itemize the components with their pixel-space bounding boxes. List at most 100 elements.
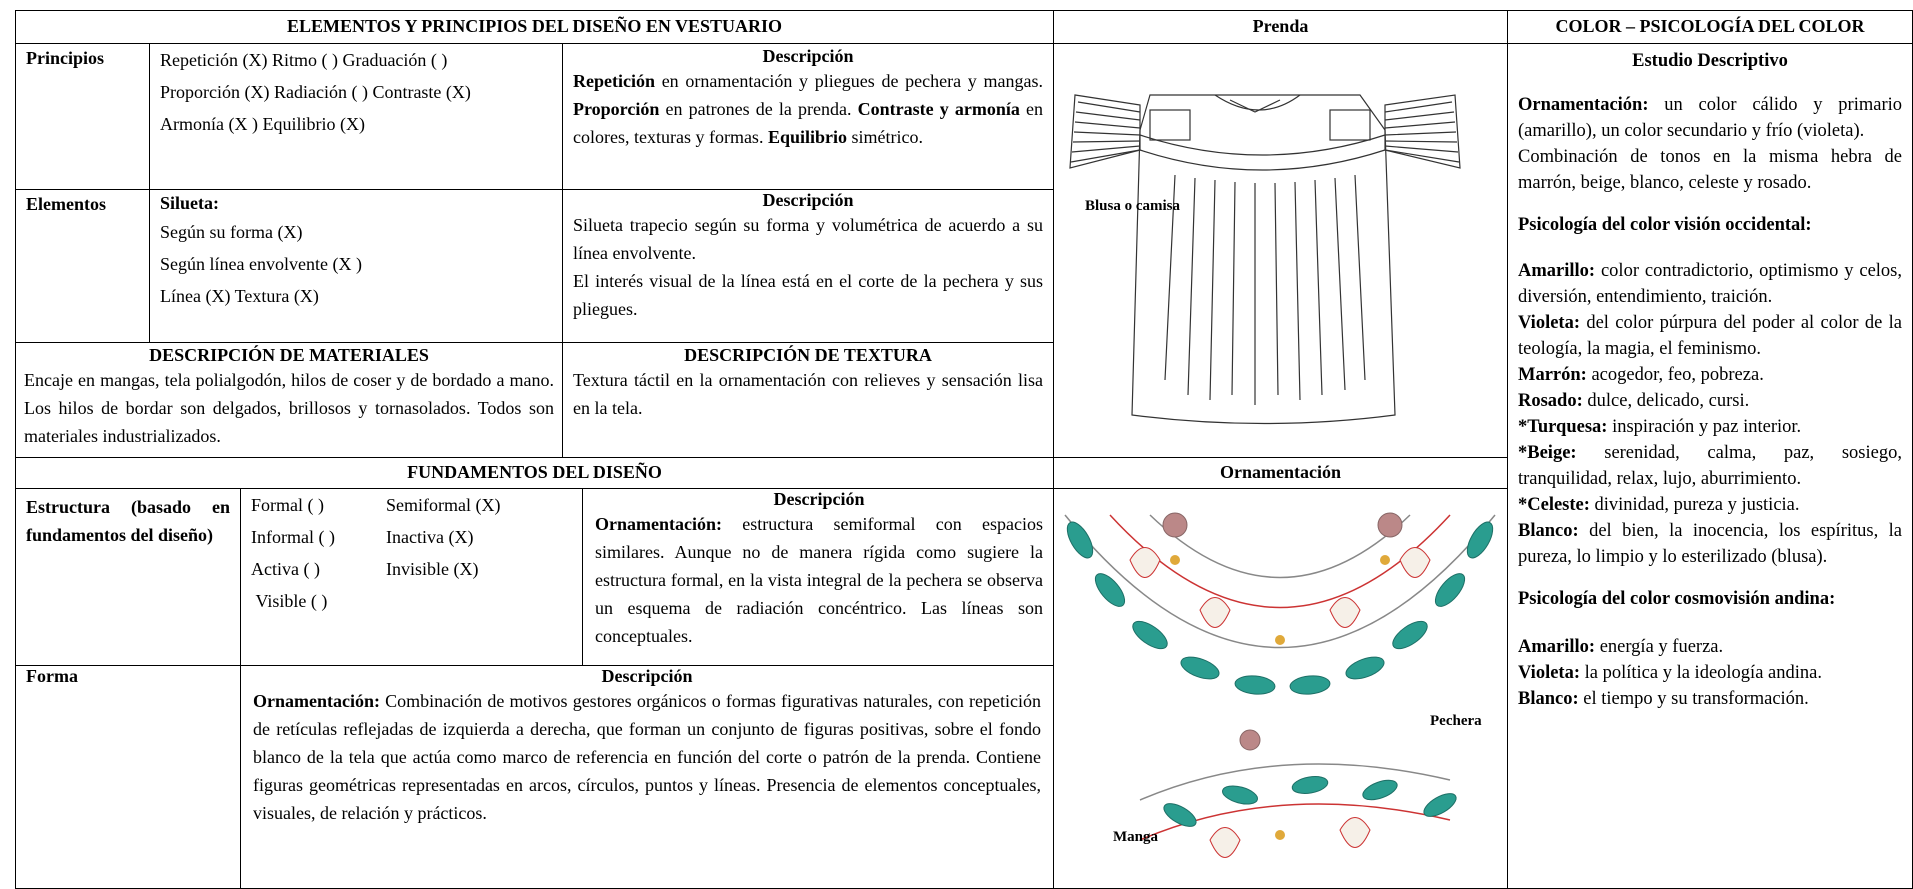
section-text: Amarillo: energía y fuerza. Violeta: la p… — [1518, 634, 1902, 712]
paragraph: Blanco: del bien, la inocencia, los espí… — [1518, 518, 1902, 570]
section-title: Psicología del color visión occidental: — [1518, 215, 1812, 235]
prenda-header: Prenda — [1053, 10, 1508, 44]
ornament-image: Pechera Manga — [1053, 488, 1508, 889]
desc-text: Repetición en ornamentación y pliegues d… — [573, 67, 1043, 151]
paragraph: *Celeste: divinidad, pureza y justicia. — [1518, 492, 1902, 518]
bold-text: Contraste y armonía — [857, 99, 1020, 119]
text: simétrico. — [846, 127, 923, 147]
prenda-image: Blusa o camisa — [1053, 43, 1508, 458]
paragraph: Ornamentación: un color cálido y primari… — [1518, 92, 1902, 144]
materiales-text: Encaje en mangas, tela polialgodón, hilo… — [24, 370, 554, 446]
text: color contradictorio, optimismo y celos,… — [1518, 261, 1902, 307]
bold-text: Violeta: — [1518, 313, 1580, 333]
text: del bien, la inocencia, los espíritus, l… — [1518, 521, 1902, 567]
option: Inactiva (X) — [386, 527, 474, 547]
text: en patrones de la prenda. — [659, 99, 858, 119]
paragraph: Blanco: el tiempo y su transformación. — [1518, 686, 1902, 712]
bold-text: Repetición — [573, 71, 655, 91]
desc-text: Ornamentación: estructura semiformal con… — [595, 510, 1043, 650]
silueta: Silueta: — [160, 193, 220, 213]
bold-text: Rosado: — [1518, 391, 1583, 411]
bold-text: Proporción — [573, 99, 660, 119]
forma-description: Descripción Ornamentación: Combinación d… — [240, 665, 1054, 889]
text: El interés visual de la línea está en el… — [573, 271, 1043, 319]
pechera-label: Pechera — [1430, 713, 1482, 729]
paragraph: Amarillo: color contradictorio, optimism… — [1518, 258, 1902, 310]
textura-title: DESCRIPCIÓN DE TEXTURA — [684, 345, 932, 365]
prenda-label: Blusa o camisa — [1085, 198, 1181, 214]
elementos-description: Descripción Silueta trapecio según su fo… — [562, 189, 1054, 343]
desc-title: Descripción — [773, 489, 865, 509]
principios-label: Principios — [15, 43, 150, 190]
desc-title: Descripción — [762, 190, 854, 210]
option-row: Formal ( ) Semiformal (X) — [251, 489, 572, 521]
desc-text: Ornamentación: Combinación de motivos ge… — [253, 687, 1041, 827]
estructura-options: Formal ( ) Semiformal (X) Informal ( ) Ina… — [240, 488, 583, 666]
text: un color cálido y primario (amarillo), u… — [1518, 95, 1902, 141]
option: Informal ( ) — [251, 527, 335, 547]
bold-text: Ornamentación: — [253, 691, 380, 711]
desc-text: Silueta trapecio según su forma y volumé… — [573, 211, 1043, 323]
manga-label: Manga — [1113, 829, 1159, 845]
main-title: ELEMENTOS Y PRINCIPIOS DEL DISEÑO EN VES… — [15, 10, 1054, 44]
estructura-description: Descripción Ornamentación: estructura se… — [582, 488, 1054, 666]
bold-text: Amarillo: — [1518, 637, 1596, 657]
section-text: Ornamentación: un color cálido y primari… — [1518, 92, 1902, 196]
option: Semiformal (X) — [386, 495, 501, 515]
text: en ornamentación y pliegues de pechera y… — [654, 71, 1043, 91]
elementos-options: Silueta: Según su forma (X) Según línea … — [149, 189, 563, 343]
text: del color púrpura del poder al color de … — [1518, 313, 1902, 359]
option: Armonía (X ) Equilibrio (X) — [160, 114, 365, 134]
bold-text: Blanco: — [1518, 689, 1579, 709]
bold-text: Ornamentación: — [595, 514, 722, 534]
bold-text: Blanco: — [1518, 521, 1579, 541]
paragraph: El interés visual de la línea está en el… — [573, 267, 1043, 323]
paragraph: Violeta: la política y la ideología andi… — [1518, 660, 1902, 686]
text: el tiempo y su transformación. — [1578, 689, 1809, 709]
option: Visible ( ) — [255, 591, 328, 611]
text: energía y fuerza. — [1595, 637, 1724, 657]
section-title: Psicología del color cosmovisión andina: — [1518, 589, 1836, 609]
option-row: Visible ( ) — [251, 585, 572, 617]
paragraph: *Beige: serenidad, calma, paz, sosiego, … — [1518, 440, 1902, 492]
option: Invisible (X) — [386, 559, 479, 579]
paragraph: Silueta trapecio según su forma y volumé… — [573, 211, 1043, 267]
bold-text: Violeta: — [1518, 663, 1580, 683]
paragraph: Ornamentación: Combinación de motivos ge… — [253, 687, 1041, 827]
bold-text: *Turquesa: — [1518, 417, 1608, 437]
section-text: Amarillo: color contradictorio, optimism… — [1518, 258, 1902, 570]
paragraph: Rosado: dulce, delicado, cursi. — [1518, 388, 1902, 414]
materiales: DESCRIPCIÓN DE MATERIALES Encaje en mang… — [15, 342, 563, 458]
textura: DESCRIPCIÓN DE TEXTURA Textura táctil en… — [562, 342, 1054, 458]
bold-text: Equilibrio — [767, 127, 847, 147]
option: Repetición (X) Ritmo ( ) Graduación ( ) — [160, 50, 448, 70]
text: serenidad, calma, paz, sosiego, tranquil… — [1518, 443, 1902, 489]
section-title: Estudio Descriptivo — [1632, 51, 1788, 71]
paragraph: Amarillo: energía y fuerza. — [1518, 634, 1902, 660]
bold-text: Amarillo: — [1518, 261, 1596, 281]
option: Proporción (X) Radiación ( ) Contraste (… — [160, 82, 471, 102]
text: divinidad, pureza y justicia. — [1589, 495, 1800, 515]
paragraph: Ornamentación: estructura semiformal con… — [595, 510, 1043, 650]
text: en colores, texturas y formas. — [573, 99, 1044, 147]
fundamentos-title: FUNDAMENTOS DEL DISEÑO — [15, 457, 1054, 489]
estructura-label: Estructura (basado en fundamentos del di… — [15, 488, 241, 666]
forma-label: Forma — [15, 665, 241, 889]
bold-text: Marrón: — [1518, 365, 1587, 385]
elementos-label: Elementos — [15, 189, 150, 343]
bold-text: *Beige: — [1518, 443, 1577, 463]
paragraph: Marrón: acogedor, feo, pobreza. — [1518, 362, 1902, 388]
text: estructura semiformal con espacios simil… — [595, 514, 1043, 646]
option-row: Informal ( ) Inactiva (X) — [251, 521, 572, 553]
blouse-drawing: Blusa o camisa — [1069, 94, 1461, 425]
option: Formal ( ) — [251, 495, 324, 515]
textura-text: Textura táctil en la ornamentación con r… — [573, 370, 1043, 418]
text: Combinación de motivos gestores orgánico… — [253, 691, 1041, 823]
color-column: Estudio Descriptivo Ornamentación: un co… — [1507, 43, 1913, 889]
materiales-title: DESCRIPCIÓN DE MATERIALES — [149, 345, 429, 365]
text: acogedor, feo, pobreza. — [1586, 365, 1764, 385]
principios-description: Descripción Repetición en ornamentación … — [562, 43, 1054, 190]
text: dulce, delicado, cursi. — [1582, 391, 1750, 411]
paragraph: Combinación de tonos en la misma hebra d… — [1518, 144, 1902, 196]
ornament-drawing: Pechera Manga — [1064, 512, 1496, 858]
